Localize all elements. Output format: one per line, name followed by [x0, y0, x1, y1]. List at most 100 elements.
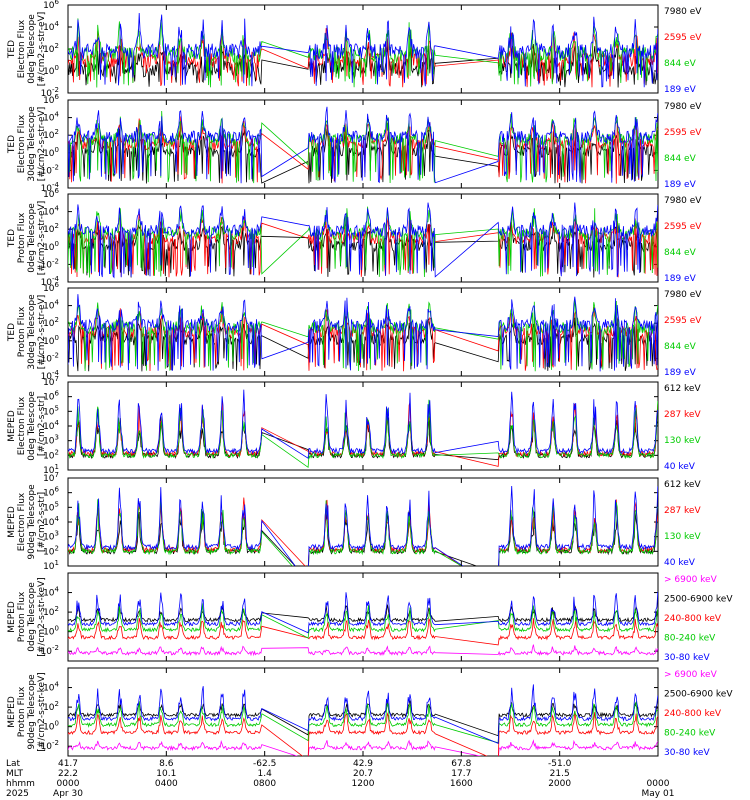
- y-axis-label: TED Proton Flux 0deg Telescope [#/cm2-s-str…: [7, 201, 47, 276]
- legend-entry: 7980 eV: [664, 290, 702, 300]
- x-tick-label: 17.7: [451, 769, 471, 779]
- series-line: [68, 603, 658, 639]
- y-axis-label-line: Proton Flux: [17, 212, 27, 263]
- y-axis-label-line: 0deg Telescope: [27, 582, 37, 652]
- x-tick-label: Apr 30: [53, 789, 83, 799]
- x-tick-label: -62.5: [253, 759, 276, 769]
- y-axis-label: TED Electron Flux 0deg Telescope [#/cm2-s-s…: [7, 12, 47, 87]
- y-tick-label: 104: [43, 299, 59, 312]
- legend-entry: > 6900 keV: [664, 670, 718, 680]
- series-line: [68, 106, 658, 184]
- y-tick-label: 104: [43, 205, 59, 218]
- legend-entry: 2595 eV: [664, 128, 702, 138]
- y-axis-label-line: TED: [7, 229, 17, 248]
- x-tick-label: May 01: [642, 789, 675, 799]
- y-tick-label: 10-4: [41, 369, 60, 382]
- legend-entry: 240-800 keV: [664, 614, 722, 624]
- legend-entry: 40 keV: [664, 558, 696, 568]
- legend-entry: 2500-6900 keV: [664, 690, 733, 700]
- y-axis-label-line: [#/cm2-s-str]: [37, 492, 47, 552]
- x-tick-label: 0800: [253, 779, 276, 789]
- series-line: [68, 18, 658, 88]
- y-tick-label: 10-2: [41, 163, 59, 176]
- legend-entry: 2500-6900 keV: [664, 595, 733, 605]
- x-tick-label: -51.0: [548, 759, 572, 769]
- y-axis-label-line: Electron Flux: [17, 492, 27, 551]
- y-tick-label: 104: [43, 515, 59, 528]
- y-axis-label-line: Electron Flux: [17, 396, 27, 455]
- y-tick-label: 106: [43, 486, 59, 499]
- x-tick-label: 67.8: [451, 759, 471, 769]
- y-tick-label: 106: [43, 281, 59, 294]
- y-axis-label-line: Proton Flux: [17, 686, 27, 737]
- legend-entry: 844 eV: [664, 154, 697, 164]
- legend-entry: 189 eV: [664, 274, 697, 284]
- x-row-label: 2025: [6, 789, 29, 799]
- y-tick-label: 10-2: [41, 351, 59, 364]
- y-tick-label: 104: [43, 20, 59, 33]
- y-axis-label: MEPED Electron Flux 90deg Telescope [#/cm2-…: [7, 484, 47, 560]
- y-axis-label-line: 90deg Telescope: [27, 484, 37, 560]
- y-axis-label-line: 0deg Telescope: [27, 203, 37, 273]
- x-tick-label: 1200: [352, 779, 375, 789]
- legend-entry: 240-800 keV: [664, 709, 722, 719]
- y-tick-label: 106: [43, 390, 59, 403]
- legend-entry: 130 keV: [664, 436, 701, 446]
- series-line: [68, 28, 658, 88]
- y-tick-label: 100: [43, 625, 59, 638]
- series-line: [68, 12, 658, 88]
- legend-entry: 189 eV: [664, 180, 697, 190]
- x-row-label: hhmm: [6, 779, 35, 789]
- y-axis-label: MEPED Proton Flux 0deg Telescope [#/cm2-s-s…: [7, 577, 47, 656]
- x-tick-label: 8.6: [159, 759, 174, 769]
- y-axis-label-line: MEPED: [7, 410, 17, 442]
- y-tick-label: 102: [43, 222, 59, 235]
- x-tick-label: 42.9: [353, 759, 373, 769]
- series-line: [68, 223, 658, 278]
- y-tick-label: 100: [43, 720, 59, 733]
- y-axis-label-line: [#/cm2-s-str-keV]: [37, 672, 47, 751]
- y-tick-label: 101: [43, 559, 59, 572]
- y-tick-label: 102: [43, 448, 59, 461]
- x-tick-label: 20.7: [353, 769, 373, 779]
- y-axis-label-line: MEPED: [7, 696, 17, 728]
- x-row-label: MLT: [6, 769, 24, 779]
- legend-entry: > 6900 keV: [664, 575, 718, 585]
- series-line: [68, 300, 658, 372]
- x-tick-label: 41.7: [58, 759, 78, 769]
- series-line: [68, 710, 658, 756]
- series-line: [68, 389, 658, 459]
- y-axis-label: MEPED Electron Flux 0deg Telescope [#/cm2-s…: [7, 391, 47, 461]
- y-tick-label: 10-2: [41, 86, 59, 99]
- y-tick-label: 107: [43, 471, 59, 484]
- y-axis-label-line: [#/cm2-s-str-eV]: [37, 295, 47, 370]
- y-tick-label: 102: [43, 700, 59, 713]
- y-tick-label: 102: [43, 544, 59, 557]
- y-tick-label: 104: [43, 586, 59, 599]
- legend-entry: 612 keV: [664, 480, 701, 490]
- series-line: [68, 739, 658, 756]
- series-line: [68, 496, 658, 566]
- series-line: [68, 644, 658, 657]
- y-tick-label: 102: [43, 42, 59, 55]
- x-tick-label: 0000: [57, 779, 80, 789]
- y-tick-label: 100: [43, 64, 59, 77]
- legend-entry: 30-80 keV: [664, 653, 710, 663]
- legend-entry: 2595 eV: [664, 33, 702, 43]
- legend-entry: 30-80 keV: [664, 748, 710, 758]
- legend-entry: 2595 eV: [664, 222, 702, 232]
- x-tick-label: 22.2: [58, 769, 78, 779]
- y-tick-label: 103: [43, 530, 59, 543]
- y-tick-label: 10-4: [41, 181, 60, 194]
- x-tick-label: 21.5: [550, 769, 570, 779]
- legend-entry: 844 eV: [664, 59, 697, 69]
- series-line: [68, 700, 658, 744]
- legend-entry: 287 keV: [664, 506, 701, 516]
